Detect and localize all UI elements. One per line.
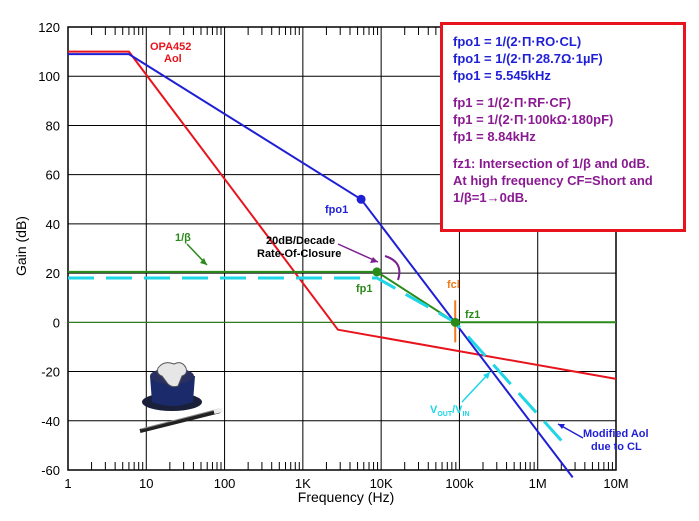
point-fpo1 xyxy=(356,194,366,204)
fz1-note-line3: 1/β=1→0dB. xyxy=(453,190,528,205)
y-tick-label: 20 xyxy=(46,266,60,281)
point-fz1 xyxy=(450,317,460,327)
formula-box: fpo1 = 1/(2·Π·RO·CL) fpo1 = 1/(2·Π·28.7Ω… xyxy=(440,22,686,232)
annotation-vout-vin: VOUT/VIN xyxy=(430,404,470,418)
roc-arrowhead xyxy=(370,257,378,263)
annotation-modified-aol: Modified Aol xyxy=(583,428,649,440)
vout-sub-out: OUT xyxy=(437,411,453,418)
annotation-roc-line2: Rate-Of-Closure xyxy=(257,248,341,260)
wand-shaft xyxy=(139,409,221,433)
annotation-opa452: OPA452 xyxy=(150,41,191,53)
wand-tip xyxy=(213,408,223,414)
vout-slash-v: /V xyxy=(452,404,463,416)
y-tick-label: 100 xyxy=(38,69,60,84)
formula-fpo1-values: fpo1 = 1/(2·Π·28.7Ω·1µF) xyxy=(453,51,603,66)
series-lines xyxy=(68,50,617,479)
annotation-fcl: fcl xyxy=(447,279,460,291)
y-tick-labels: -60 -40 -20 0 20 40 60 80 100 120 xyxy=(38,20,60,478)
inverse-beta-arrowhead xyxy=(200,258,207,265)
y-tick-label: 60 xyxy=(46,168,60,183)
y-tick-label: -40 xyxy=(41,414,60,429)
annotation-roc-line1: 20dB/Decade xyxy=(266,235,335,247)
hat-glove xyxy=(157,362,187,388)
x-tick-label: 1 xyxy=(64,476,71,491)
annotation-inverse-beta: 1/β xyxy=(175,232,191,244)
top-hat-magic-wand-icon xyxy=(139,362,223,433)
roc-arc xyxy=(384,255,401,281)
annotation-fpo1: fpo1 xyxy=(325,204,348,216)
x-tick-label: 100 xyxy=(214,476,236,491)
modified-aol-line xyxy=(68,53,574,479)
x-tick-label: 100k xyxy=(445,476,474,491)
formula-fpo1-result: fpo1 = 5.545kHz xyxy=(453,68,551,83)
formula-fp1-values: fp1 = 1/(2·Π·100kΩ·180pF) xyxy=(453,112,614,127)
formula-fp1-def: fp1 = 1/(2·Π·RF·CF) xyxy=(453,95,572,110)
fz1-note-line2: At high frequency CF=Short and xyxy=(453,173,653,188)
y-tick-label: -60 xyxy=(41,463,60,478)
modified-aol-arrowhead xyxy=(558,424,565,429)
inverse-beta-line xyxy=(68,270,616,324)
y-tick-label: 80 xyxy=(46,118,60,133)
vout-vin-arrowhead xyxy=(483,372,490,379)
y-tick-label: 120 xyxy=(38,20,60,35)
annotation-fz1: fz1 xyxy=(465,309,480,321)
roc-arrow xyxy=(337,243,379,263)
x-axis-label: Frequency (Hz) xyxy=(298,489,394,505)
y-tick-label: 40 xyxy=(46,217,60,232)
x-tick-label: 1M xyxy=(529,476,547,491)
wand-highlight xyxy=(140,408,220,430)
vout-vin-arrow xyxy=(461,371,491,403)
open-loop-gain-line xyxy=(68,50,617,380)
x-tick-labels: 1 10 100 1K 10K 100k 1M 10M xyxy=(64,476,628,491)
point-fp1 xyxy=(372,267,382,277)
fz1-note-line1: fz1: Intersection of 1/β and 0dB. xyxy=(453,156,650,171)
x-tick-label: 10K xyxy=(370,476,393,491)
formula-fp1-result: fp1 = 8.84kHz xyxy=(453,129,536,144)
data-points xyxy=(356,194,460,327)
y-axis-label: Gain (dB) xyxy=(13,216,29,276)
y-tick-label: -20 xyxy=(41,365,60,380)
y-tick-label: 0 xyxy=(53,315,60,330)
hat-crown xyxy=(150,376,195,406)
vout-vin-line xyxy=(68,276,563,442)
formula-fpo1-def: fpo1 = 1/(2·Π·RO·CL) xyxy=(453,34,582,49)
x-tick-label: 10M xyxy=(603,476,628,491)
x-tick-label: 10 xyxy=(139,476,153,491)
annotation-due-to-cl: due to CL xyxy=(591,441,642,453)
annotation-aol: Aol xyxy=(164,53,182,65)
x-tick-label: 1K xyxy=(295,476,311,491)
vout-v: V xyxy=(430,404,438,416)
annotation-fp1: fp1 xyxy=(356,283,373,295)
vout-sub-in: IN xyxy=(463,411,470,418)
